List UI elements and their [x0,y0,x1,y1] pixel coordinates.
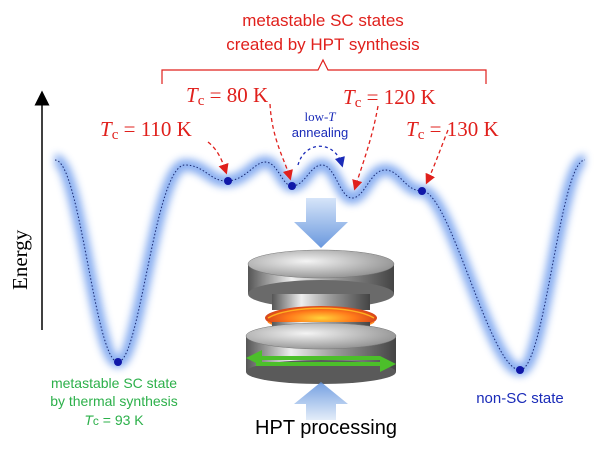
process-label: HPT processing [255,417,397,439]
state-label: Tc = 130 K [406,117,499,143]
left-state-label: metastable SC state [51,375,177,391]
energy-curve [52,154,588,377]
left-state-label: by thermal synthesis [50,393,178,409]
header-line: metastable SC states [242,11,404,30]
annealing-arrow [297,145,345,168]
annealing-label: low-T [304,109,336,124]
state-arrows [207,103,449,191]
right-state-label: non-SC state [476,390,564,407]
state-label: Tc = 110 K [100,117,192,143]
annealing-label: annealing [292,125,348,140]
state-label: Tc = 80 K [186,83,268,109]
left-state-label: Tc = 93 K [84,412,144,428]
axis-label: Energy [8,229,32,290]
bracket [161,58,487,84]
header-line: created by HPT synthesis [226,35,419,54]
state-label: Tc = 120 K [343,85,436,111]
state-dots [114,177,524,374]
hpt-press [245,198,397,420]
